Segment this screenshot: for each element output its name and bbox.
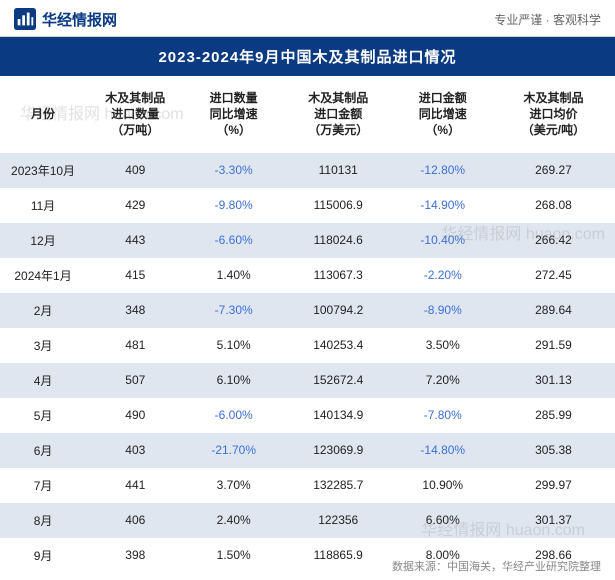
table-cell: 6.10% [184,363,282,398]
table-cell: 7.20% [394,363,492,398]
table-cell: -14.80% [394,433,492,468]
column-header: 进口金额同比增速（%） [394,76,492,153]
column-header: 木及其制品进口数量（万吨） [86,76,184,153]
data-source: 数据来源：中国海关，华经产业研究院整理 [392,558,601,574]
page-title: 2023-2024年9月中国木及其制品进口情况 [0,37,615,76]
table-cell: 5.10% [184,328,282,363]
table-cell: -9.80% [184,188,282,223]
table-cell: 6月 [0,433,86,468]
table-row: 11月429-9.80%115006.9-14.90%268.08 [0,188,615,223]
table-cell: 299.97 [492,468,615,503]
table-cell: 398 [86,538,184,573]
table-cell: 443 [86,223,184,258]
table-cell: 122356 [283,503,394,538]
table-cell: -21.70% [184,433,282,468]
table-cell: 268.08 [492,188,615,223]
table-cell: 285.99 [492,398,615,433]
table-cell: 409 [86,153,184,188]
table-cell: -8.90% [394,293,492,328]
table-row: 2024年1月4151.40%113067.3-2.20%272.45 [0,258,615,293]
table-cell: 269.27 [492,153,615,188]
brand-logo-icon [14,8,36,30]
table-cell: -7.80% [394,398,492,433]
table-cell: 490 [86,398,184,433]
table-cell: 3.50% [394,328,492,363]
column-header: 进口数量同比增速（%） [184,76,282,153]
table-cell: 1.40% [184,258,282,293]
table-row: 3月4815.10%140253.43.50%291.59 [0,328,615,363]
table-cell: 481 [86,328,184,363]
table-cell: 3.70% [184,468,282,503]
table-cell: 118865.9 [283,538,394,573]
table-row: 7月4413.70%132285.710.90%299.97 [0,468,615,503]
table-cell: -12.80% [394,153,492,188]
table-cell: 152672.4 [283,363,394,398]
table-cell: 429 [86,188,184,223]
table-cell: 7月 [0,468,86,503]
table-cell: 140134.9 [283,398,394,433]
table-cell: -6.60% [184,223,282,258]
table-cell: 115006.9 [283,188,394,223]
table-cell: 118024.6 [283,223,394,258]
table-cell: 2023年10月 [0,153,86,188]
table-cell: 1.50% [184,538,282,573]
table-head: 月份木及其制品进口数量（万吨）进口数量同比增速（%）木及其制品进口金额（万美元）… [0,76,615,153]
header: 华经情报网 专业严谨 · 客观科学 [0,0,615,37]
brand-text: 华经情报网 [42,9,117,30]
table-cell: -6.00% [184,398,282,433]
table-row: 6月403-21.70%123069.9-14.80%305.38 [0,433,615,468]
table-cell: 9月 [0,538,86,573]
table-cell: 272.45 [492,258,615,293]
column-header: 月份 [0,76,86,153]
table-body: 2023年10月409-3.30%110131-12.80%269.2711月4… [0,153,615,573]
table-cell: 301.13 [492,363,615,398]
table-cell: 266.42 [492,223,615,258]
table-cell: -2.20% [394,258,492,293]
table-cell: 403 [86,433,184,468]
table-cell: 10.90% [394,468,492,503]
table-cell: 3月 [0,328,86,363]
table-cell: 12月 [0,223,86,258]
table-cell: 348 [86,293,184,328]
table-cell: 507 [86,363,184,398]
table-cell: -7.30% [184,293,282,328]
table-row: 4月5076.10%152672.47.20%301.13 [0,363,615,398]
table-cell: 406 [86,503,184,538]
table-cell: 132285.7 [283,468,394,503]
table-cell: 415 [86,258,184,293]
brand: 华经情报网 [14,8,117,30]
table-cell: -3.30% [184,153,282,188]
table-row: 8月4062.40%1223566.60%301.37 [0,503,615,538]
table-cell: 2024年1月 [0,258,86,293]
table-cell: 123069.9 [283,433,394,468]
table-row: 5月490-6.00%140134.9-7.80%285.99 [0,398,615,433]
table-cell: 110131 [283,153,394,188]
table-cell: 305.38 [492,433,615,468]
column-header: 木及其制品进口金额（万美元） [283,76,394,153]
table-cell: 4月 [0,363,86,398]
table-cell: 140253.4 [283,328,394,363]
table-cell: 2.40% [184,503,282,538]
table-cell: 5月 [0,398,86,433]
table-cell: -14.90% [394,188,492,223]
table-cell: 8月 [0,503,86,538]
column-header: 木及其制品进口均价（美元/吨） [492,76,615,153]
table-cell: 11月 [0,188,86,223]
table-cell: 6.60% [394,503,492,538]
table-cell: 113067.3 [283,258,394,293]
table-cell: 291.59 [492,328,615,363]
table-row: 12月443-6.60%118024.6-10.40%266.42 [0,223,615,258]
table-cell: -10.40% [394,223,492,258]
table-cell: 441 [86,468,184,503]
header-slogan: 专业严谨 · 客观科学 [494,11,601,28]
table-cell: 301.37 [492,503,615,538]
data-table: 月份木及其制品进口数量（万吨）进口数量同比增速（%）木及其制品进口金额（万美元）… [0,76,615,573]
table-row: 2023年10月409-3.30%110131-12.80%269.27 [0,153,615,188]
table-cell: 100794.2 [283,293,394,328]
table-cell: 289.64 [492,293,615,328]
table-row: 2月348-7.30%100794.2-8.90%289.64 [0,293,615,328]
table-cell: 2月 [0,293,86,328]
